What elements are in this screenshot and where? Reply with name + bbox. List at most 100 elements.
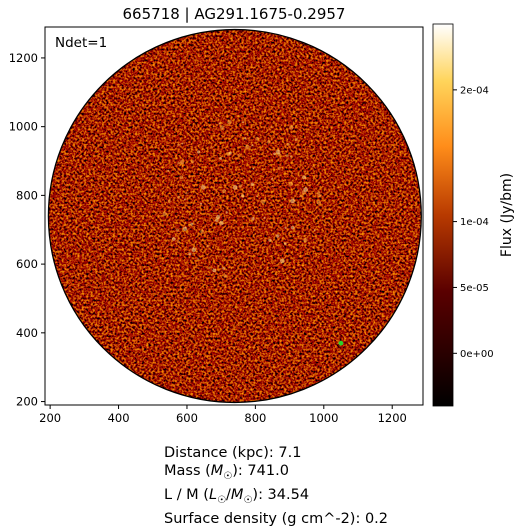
bright-pixel xyxy=(263,217,266,220)
bright-pixel xyxy=(244,144,250,150)
bright-pixel xyxy=(167,199,171,203)
bright-pixel xyxy=(219,125,225,130)
bright-pixel xyxy=(217,265,220,267)
bright-pixel xyxy=(238,184,243,188)
bright-pixel xyxy=(222,267,225,270)
y-axis: 200 400 600 800 1000 1200 xyxy=(9,51,45,409)
bright-pixel xyxy=(171,237,176,241)
bright-pixel xyxy=(181,142,184,145)
bright-pixel xyxy=(241,194,245,198)
colorbar-tick-label: 5e-05 xyxy=(460,283,489,294)
bright-pixel xyxy=(302,175,307,180)
bright-pixel xyxy=(179,159,185,165)
bright-pixel xyxy=(250,182,255,187)
distance-line: Distance (kpc): 7.1 xyxy=(164,445,302,461)
source-properties: Distance (kpc): 7.1 Mass (M☉): 741.0 L /… xyxy=(164,444,388,528)
bright-pixel xyxy=(251,144,254,147)
bright-pixel xyxy=(316,191,321,195)
bright-pixel xyxy=(270,126,273,129)
x-tick-label: 200 xyxy=(39,411,61,425)
colorbar-gradient xyxy=(432,23,454,407)
bright-pixel xyxy=(167,169,170,172)
bright-pixel xyxy=(219,157,223,160)
bright-pixel xyxy=(284,226,287,229)
detection-marker xyxy=(338,340,344,346)
colorbar-tick-label: 0e+00 xyxy=(460,349,494,360)
bright-pixel xyxy=(242,121,245,124)
bright-pixel xyxy=(215,218,219,223)
bright-pixel xyxy=(283,242,287,245)
y-tick-label: 400 xyxy=(16,326,38,340)
bright-pixel xyxy=(290,198,295,204)
bright-pixel xyxy=(290,225,295,230)
x-tick-label: 600 xyxy=(176,411,198,425)
bright-pixel xyxy=(313,229,316,232)
colorbar-tick-label: 1e-04 xyxy=(460,217,489,228)
y-tick-label: 200 xyxy=(16,395,38,409)
bright-pixel xyxy=(271,185,274,188)
x-tick-label: 400 xyxy=(108,411,130,425)
bright-pixel xyxy=(289,125,294,130)
bright-pixel xyxy=(232,185,238,190)
bright-pixel xyxy=(285,154,289,158)
bright-pixel xyxy=(177,161,180,165)
bright-pixel xyxy=(206,244,210,248)
bright-pixel xyxy=(244,137,247,140)
x-tick-label: 1000 xyxy=(309,411,338,425)
bright-pixel xyxy=(188,252,192,256)
bright-pixel xyxy=(218,122,221,125)
flux-map xyxy=(48,29,422,403)
plot-area: Ndet=1 xyxy=(44,26,424,406)
ndet-label: Ndet=1 xyxy=(55,35,107,51)
bright-pixel xyxy=(275,234,280,238)
colorbar-tick-label: 2e-04 xyxy=(460,85,489,96)
bright-pixel xyxy=(286,142,290,146)
bright-pixel xyxy=(294,137,298,142)
bright-pixel xyxy=(225,211,228,214)
bright-pixel xyxy=(223,274,227,278)
bright-pixel xyxy=(289,155,292,158)
y-tick-label: 1200 xyxy=(9,51,38,65)
bright-pixel xyxy=(179,175,184,180)
bright-pixel xyxy=(227,119,232,125)
mass-line: Mass (M☉): 741.0 xyxy=(164,463,289,482)
bright-pixel xyxy=(273,152,276,156)
x-tick-label: 1200 xyxy=(378,411,407,425)
bright-pixel xyxy=(200,229,204,234)
x-tick-label: 800 xyxy=(244,411,266,425)
bright-pixel xyxy=(212,268,217,273)
bright-pixel xyxy=(175,228,180,232)
bright-pixel xyxy=(277,166,281,170)
bright-pixel xyxy=(303,238,308,243)
bright-pixel xyxy=(210,146,213,149)
bright-pixel xyxy=(251,217,255,221)
colorbar: 0e+00 5e-05 1e-04 2e-04 Flux (Jy/bm) xyxy=(432,23,515,407)
bright-pixel xyxy=(162,211,167,217)
surface-density-line: Surface density (g cm^-2): 0.2 xyxy=(164,510,389,527)
bright-pixel xyxy=(318,194,322,198)
y-tick-label: 600 xyxy=(16,257,38,271)
bright-pixel xyxy=(303,187,308,192)
bright-pixel xyxy=(200,184,206,190)
bright-pixel xyxy=(185,192,188,195)
bright-pixel xyxy=(255,137,259,141)
bright-pixel xyxy=(216,214,221,220)
lm-line: L / M (L☉/M☉): 34.54 xyxy=(164,486,310,506)
bright-pixel xyxy=(197,258,199,260)
bright-pixel xyxy=(228,151,232,155)
bright-pixel xyxy=(237,154,240,157)
bright-pixel xyxy=(316,200,321,205)
field-boundary xyxy=(47,28,422,404)
bright-pixel xyxy=(191,160,195,164)
bright-pixel xyxy=(252,167,255,170)
bright-pixel xyxy=(261,199,266,204)
bright-pixel xyxy=(219,220,224,226)
bright-pixel xyxy=(222,189,226,193)
bright-pixel xyxy=(291,172,294,175)
axes-frame xyxy=(44,26,424,406)
bright-pixel xyxy=(267,140,271,144)
bright-pixel xyxy=(191,247,197,253)
bright-pixel xyxy=(299,194,303,198)
bright-pixel xyxy=(271,177,274,180)
y-tick-label: 800 xyxy=(16,188,38,202)
